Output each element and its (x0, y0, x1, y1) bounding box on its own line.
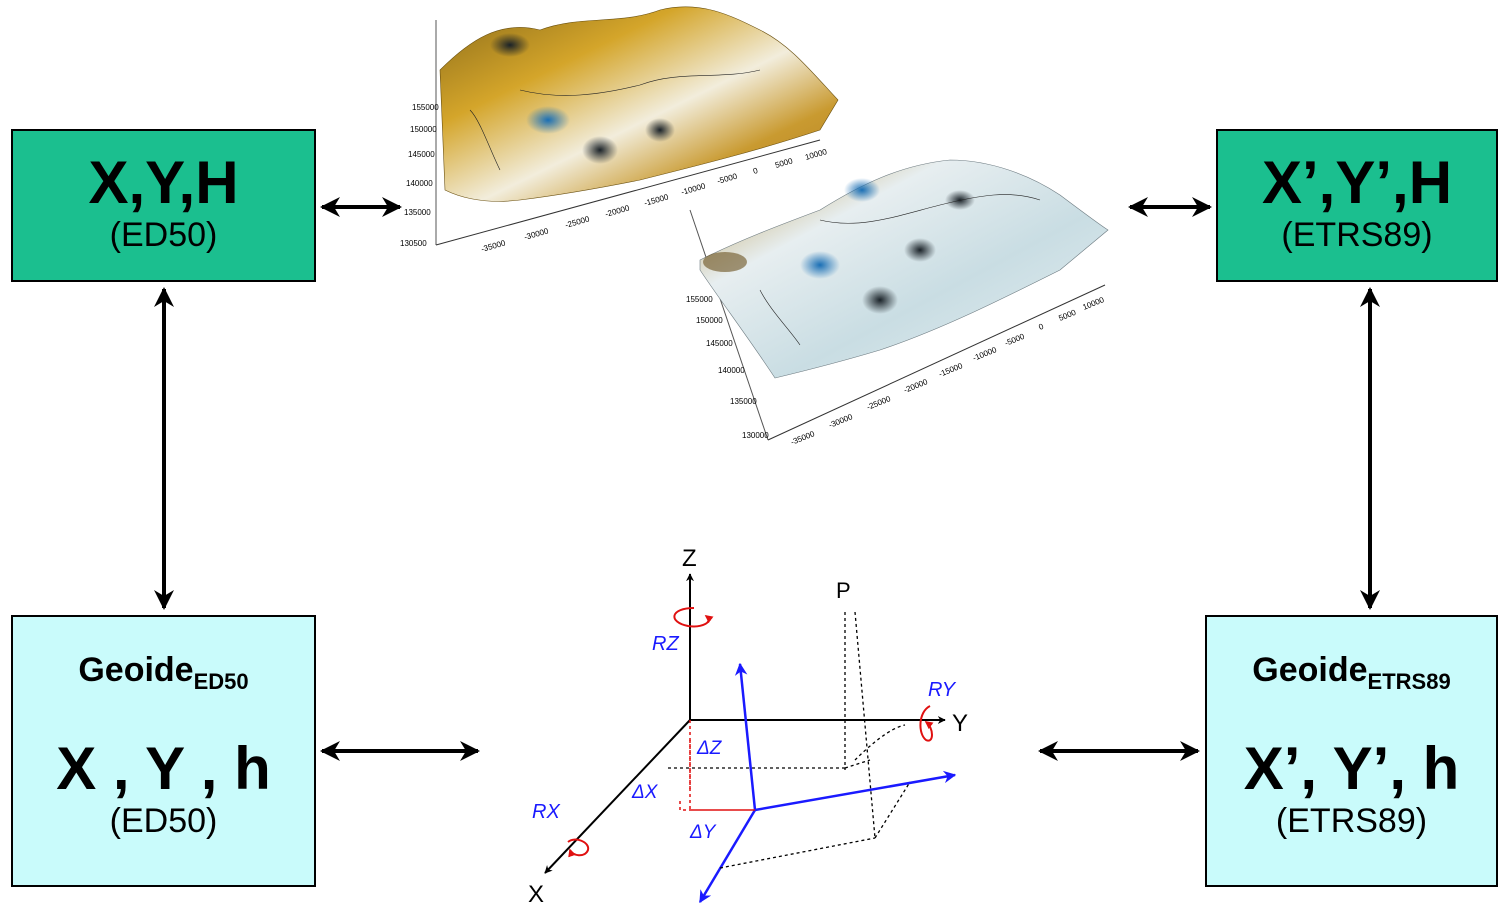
plot2-y-tick: 135000 (730, 397, 757, 406)
label-y: Y (952, 710, 968, 737)
label-delta-y: ΔY (689, 822, 717, 843)
plot1-y-ticks: 130500 135000 140000 145000 150000 15500… (400, 103, 439, 248)
plot1-x-tick: -15000 (643, 192, 670, 208)
box-xyh-ed50: X,Y,H (ED50) (11, 129, 316, 282)
plot1-terrain (439, 6, 839, 202)
shifted-axis-z (734, 662, 757, 811)
label-delta-x: ΔX (631, 782, 659, 803)
plot1-y-tick: 130500 (400, 239, 427, 248)
plot2-dark-peak (862, 286, 898, 314)
label-x: X (528, 881, 544, 908)
plot2-y-tick: 130000 (742, 431, 769, 440)
plot1-x-tick: 10000 (804, 147, 828, 162)
plot2-dark-peak (904, 238, 936, 262)
geoide-label: GeoideED50 (13, 647, 314, 705)
surface-plot-ed50 (435, 6, 839, 246)
plot2-blue-peak (800, 251, 840, 279)
label-rx: RX (532, 801, 560, 823)
box-geoide-etrs89: GeoideETRS89 X’, Y’, h (ETRS89) (1205, 615, 1498, 887)
label-point-p: P (836, 578, 851, 603)
box-title: X’, Y’, h (1243, 735, 1460, 802)
plot2-y-tick: 155000 (686, 295, 713, 304)
box-subtitle: (ED50) (109, 802, 218, 840)
plot1-x-tick: -5000 (716, 171, 739, 185)
plot1-border-lines (469, 69, 761, 171)
geoide-subscript: ETRS89 (1367, 669, 1451, 694)
plot1-dark-peak (490, 33, 530, 57)
plot1-dark-peak (645, 118, 675, 142)
plot2-x-axis (767, 284, 1106, 441)
box-title: X , Y , h (56, 735, 271, 802)
plot2-dark-peak (945, 190, 975, 210)
plot2-border-lines (759, 194, 1041, 346)
box-subtitle: (ETRS89) (1281, 216, 1433, 254)
plot1-y-tick: 150000 (410, 125, 437, 134)
plot1-x-tick: -25000 (564, 214, 591, 230)
plot2-y-tick: 140000 (718, 366, 745, 375)
plot2-x-tick: -15000 (937, 361, 964, 379)
plot1-x-tick: -20000 (604, 203, 631, 219)
plot1-x-axis (435, 139, 821, 246)
plot2-y-ticks: 130000 135000 140000 145000 150000 15500… (686, 295, 769, 440)
geoide-text: Geoide (78, 651, 194, 689)
label-delta-z: ΔZ (696, 738, 723, 759)
plot2-z-axis (689, 209, 769, 441)
plot2-blue-peak (844, 178, 880, 202)
plot1-y-tick: 155000 (412, 103, 439, 112)
surface-plot-etrs89 (689, 159, 1109, 441)
plot1-y-tick: 145000 (408, 150, 435, 159)
plot2-x-tick: 5000 (1057, 308, 1077, 323)
axis-x (544, 719, 691, 874)
plot2-x-tick: 10000 (1081, 295, 1106, 312)
plot1-dark-peak (582, 136, 618, 164)
plot2-dark-peak (703, 252, 747, 272)
plot2-x-tick: -5000 (1003, 332, 1026, 348)
coordinate-axes-diagram: Z Y X P RZ RY RX ΔZ ΔX ΔY (528, 545, 968, 908)
box-subtitle: (ED50) (109, 216, 218, 254)
plot1-x-tick: -30000 (523, 226, 550, 242)
plot2-terrain (699, 159, 1109, 379)
shifted-axis-x (698, 809, 757, 904)
plot2-x-tick: -25000 (865, 394, 892, 412)
plot2-x-tick: -35000 (789, 429, 816, 447)
plot2-x-tick: -30000 (827, 412, 854, 430)
rotation-rx-icon (567, 838, 590, 858)
plot2-y-tick: 150000 (696, 316, 723, 325)
box-subtitle: (ETRS89) (1275, 802, 1428, 840)
plot1-x-tick: 5000 (774, 156, 794, 170)
label-z: Z (682, 545, 697, 572)
plot2-x-tick: 0 (1037, 322, 1045, 332)
geoide-label: GeoideETRS89 (1207, 647, 1496, 705)
plot1-x-tick: 0 (752, 166, 759, 176)
plot1-x-tick: -35000 (480, 238, 507, 254)
plot1-y-tick: 135000 (404, 208, 431, 217)
rotation-ry-icon (919, 705, 934, 742)
plot2-x-tick: -10000 (971, 345, 998, 363)
plot1-x-tick: -10000 (680, 181, 707, 197)
shifted-axis-y (754, 770, 957, 812)
plot2-y-tick: 145000 (706, 339, 733, 348)
rotation-rz-icon (673, 607, 714, 628)
plot1-blue-peak (526, 106, 570, 134)
box-title: X,Y,H (88, 149, 239, 216)
label-rz: RZ (652, 633, 679, 655)
geoide-text: Geoide (1252, 651, 1368, 689)
plot1-y-tick: 140000 (406, 179, 433, 188)
box-geoide-ed50: GeoideED50 X , Y , h (ED50) (11, 615, 316, 887)
plot2-x-tick: -20000 (902, 377, 929, 395)
label-ry: RY (928, 679, 957, 701)
box-title: X’,Y’,H (1261, 149, 1453, 216)
box-xyh-etrs89: X’,Y’,H (ETRS89) (1216, 129, 1498, 282)
geoide-subscript: ED50 (193, 669, 249, 694)
construction-dotted-lines (668, 611, 911, 869)
